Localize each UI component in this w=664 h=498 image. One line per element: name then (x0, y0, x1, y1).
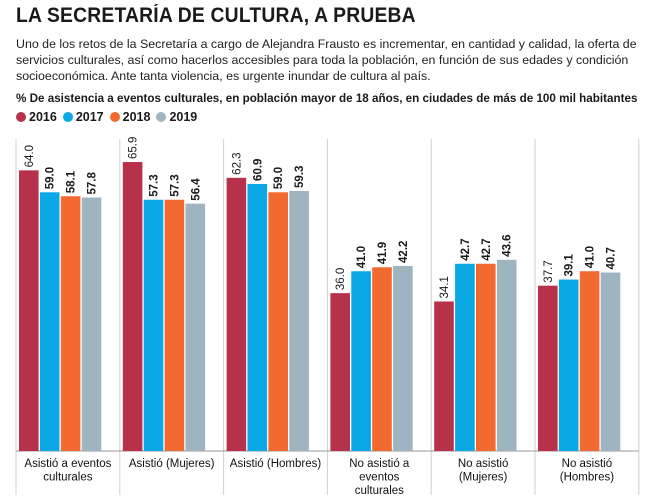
value-label-2017-4: 42.7 (460, 238, 472, 260)
category-label-1: Asistió (Mujeres) (129, 458, 215, 470)
legend-item-2019: 2019 (156, 110, 197, 124)
legend-swatch-2016 (16, 112, 26, 122)
category-label-4: (Mujeres) (459, 472, 508, 484)
bar-2017-0 (39, 192, 60, 451)
bar-2018-2 (268, 192, 288, 451)
page-title: LA SECRETARÍA DE CULTURA, A PRUEBA (16, 4, 416, 27)
legend-item-2017: 2017 (62, 110, 104, 124)
value-label-2016-1: 65.9 (128, 137, 140, 159)
value-label-2017-0: 59.0 (45, 167, 57, 189)
value-label-2019-4: 43.6 (502, 234, 514, 256)
legend-label-2019: 2019 (169, 110, 198, 124)
bar-2016-1 (122, 162, 143, 451)
category-label-2: Asistió (Hombres) (230, 458, 322, 470)
legend-label-2018: 2018 (122, 110, 151, 124)
value-label-2017-2: 60.9 (252, 159, 264, 181)
value-label-2018-0: 58.1 (66, 170, 78, 193)
bar-2018-3 (372, 267, 392, 451)
value-label-2019-2: 59.3 (294, 166, 306, 188)
category-label-3: culturales (355, 485, 404, 497)
category-label-3: No asistió a (349, 458, 410, 470)
value-label-2018-3: 41.9 (377, 242, 389, 264)
bar-2016-0 (19, 170, 39, 452)
bar-2017-1 (143, 199, 164, 451)
bar-2019-2 (289, 190, 309, 452)
bar-2018-0 (60, 196, 81, 451)
legend-label-2016: 2016 (29, 110, 57, 124)
value-label-2017-5: 39.1 (564, 254, 576, 277)
bar-2017-3 (351, 271, 371, 451)
bar-2019-5 (600, 272, 621, 451)
bar-2019-1 (185, 203, 206, 451)
category-label-0: Asistió a eventos (24, 458, 111, 470)
category-label-5: (Hombres) (560, 472, 614, 484)
category-label-4: No asistió (458, 458, 509, 470)
value-label-2019-0: 57.8 (87, 172, 99, 195)
legend-swatch-2017 (62, 112, 73, 122)
category-label-0: culturales (43, 472, 92, 484)
bar-2016-5 (538, 285, 558, 451)
legend-swatch-2018 (109, 112, 120, 122)
value-label-2018-2: 59.0 (273, 167, 285, 189)
value-label-2016-5: 37.7 (543, 260, 555, 282)
bar-2019-3 (393, 265, 413, 451)
legend-item-2018: 2018 (109, 110, 151, 124)
value-label-2018-4: 42.7 (481, 238, 493, 260)
bar-2016-4 (434, 301, 454, 451)
bar-2018-5 (579, 271, 600, 451)
bar-2019-0 (81, 197, 102, 451)
value-label-2019-3: 42.2 (398, 241, 410, 263)
bar-2019-4 (496, 259, 517, 451)
chart-title: % De asistencia a eventos culturales, en… (16, 91, 638, 105)
value-label-2018-5: 41.0 (585, 246, 597, 268)
category-label-3: eventos (359, 472, 400, 484)
bar-2018-1 (164, 199, 185, 451)
value-label-2018-1: 57.3 (169, 174, 181, 196)
bar-2016-3 (330, 293, 350, 451)
value-label-2016-0: 64.0 (24, 145, 36, 167)
bar-2017-5 (558, 279, 579, 451)
value-label-2019-5: 40.7 (606, 247, 618, 269)
legend-item-2016: 2016 (16, 110, 57, 124)
bar-2018-4 (476, 263, 496, 451)
bar-2017-2 (247, 183, 268, 452)
value-label-2017-3: 41.0 (356, 246, 368, 268)
legend-swatch-2019 (156, 112, 167, 122)
bar-2016-2 (226, 177, 247, 451)
subtitle: Uno de los retos de la Secretaría a carg… (16, 37, 637, 83)
chart-legend: 2016 2017 2018 2019 (16, 109, 203, 125)
value-label-2019-1: 56.4 (190, 178, 202, 201)
value-label-2017-1: 57.3 (149, 174, 161, 196)
legend-label-2017: 2017 (75, 110, 104, 124)
bar-2017-4 (455, 263, 475, 451)
value-label-2016-3: 36.0 (335, 268, 347, 290)
value-label-2016-2: 62.3 (231, 152, 243, 174)
category-label-5: No asistió (562, 458, 613, 470)
value-label-2016-4: 34.1 (439, 276, 451, 298)
